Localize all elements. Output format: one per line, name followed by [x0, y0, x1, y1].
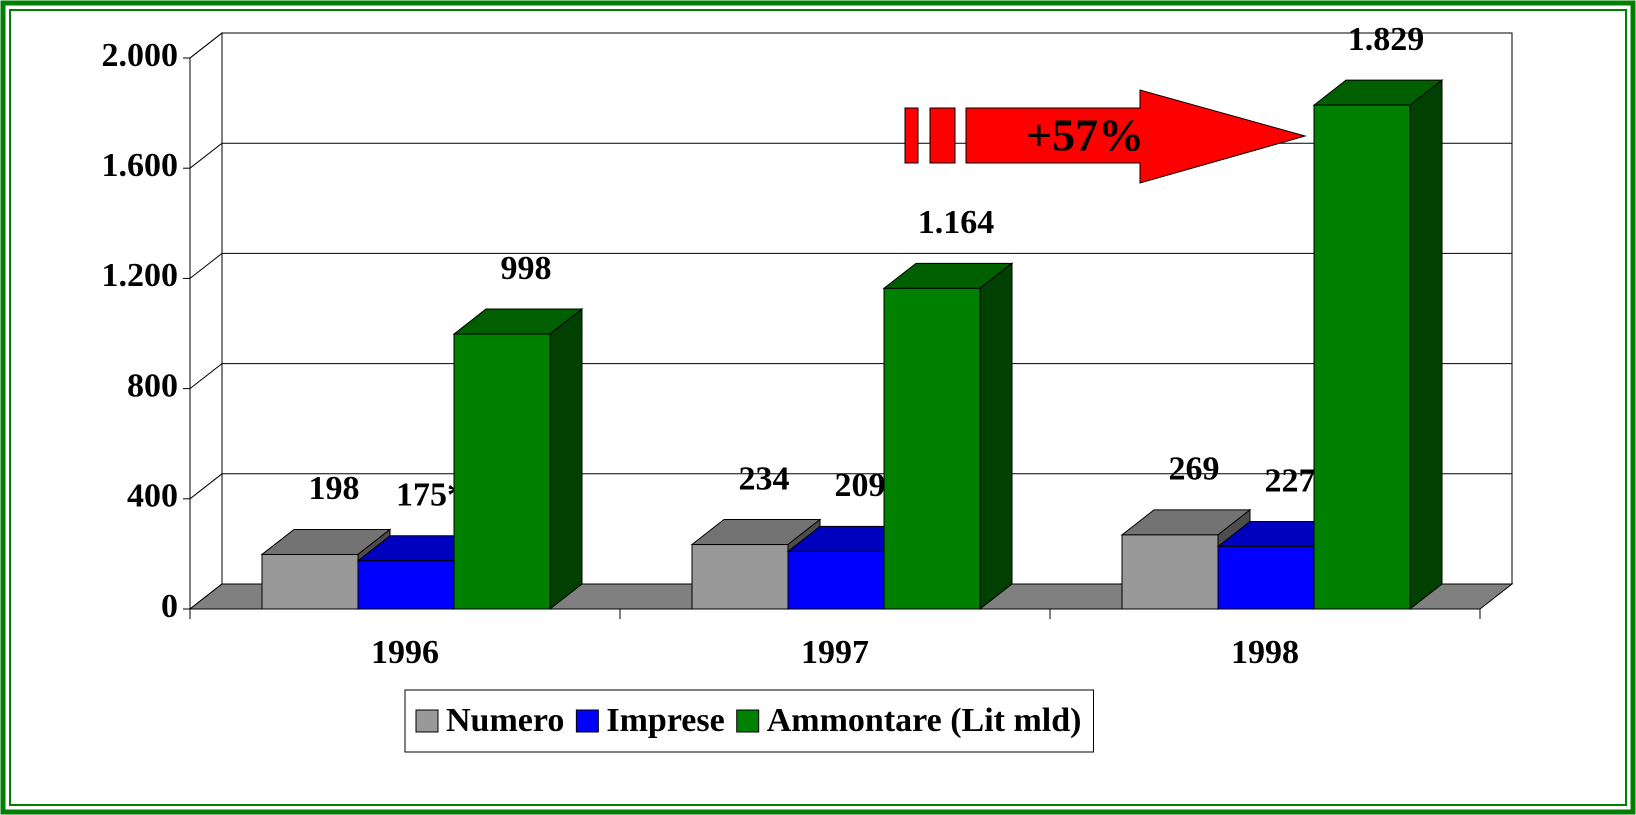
bar	[1121, 534, 1219, 610]
legend-label: Ammontare (Lit mld)	[767, 702, 1082, 739]
value-label: 227	[1265, 462, 1316, 499]
grid-line	[189, 32, 1512, 59]
grid-line	[189, 473, 1512, 500]
frame-inner	[9, 9, 1627, 806]
y-tick-label: 400	[127, 478, 178, 515]
bar	[453, 333, 551, 610]
bar	[261, 553, 359, 610]
legend-label: Imprese	[606, 702, 724, 739]
bar	[883, 287, 981, 610]
bar-side	[1409, 79, 1443, 611]
value-label: 175*	[396, 477, 464, 514]
legend-swatch	[415, 709, 439, 733]
grid-line	[189, 252, 1512, 279]
arrow-piece	[904, 107, 919, 164]
x-tick-label: 1997	[801, 634, 869, 671]
value-label: 209	[835, 467, 886, 504]
grid-line	[189, 363, 1512, 389]
legend-label: Numero	[446, 702, 564, 739]
value-label: 198	[309, 470, 360, 507]
x-tick-label: 1996	[371, 634, 439, 671]
bar-side	[979, 262, 1013, 611]
value-label: 1.829	[1348, 21, 1425, 58]
legend-swatch	[736, 709, 760, 733]
y-tick-label: 0	[161, 588, 178, 625]
arrow-piece	[929, 107, 956, 164]
bar	[1217, 545, 1315, 610]
bar	[787, 550, 885, 610]
bar	[357, 560, 455, 610]
value-label: 1.164	[918, 204, 995, 241]
bar-side	[549, 308, 583, 611]
value-label: 234	[739, 460, 790, 497]
legend-swatch	[575, 709, 599, 733]
x-tick-label: 1998	[1231, 634, 1299, 671]
arrow	[965, 89, 1307, 184]
y-tick-label: 1.200	[102, 257, 179, 294]
y-tick-label: 2.000	[102, 37, 179, 74]
y-tick-label: 800	[127, 367, 178, 404]
value-label: 998	[501, 250, 552, 287]
bar	[1313, 104, 1411, 610]
annotation: +57%	[1026, 110, 1144, 161]
value-label: 269	[1169, 451, 1220, 488]
y-tick-label: 1.600	[102, 147, 179, 184]
left-wall	[189, 31, 223, 611]
bar	[691, 544, 789, 610]
